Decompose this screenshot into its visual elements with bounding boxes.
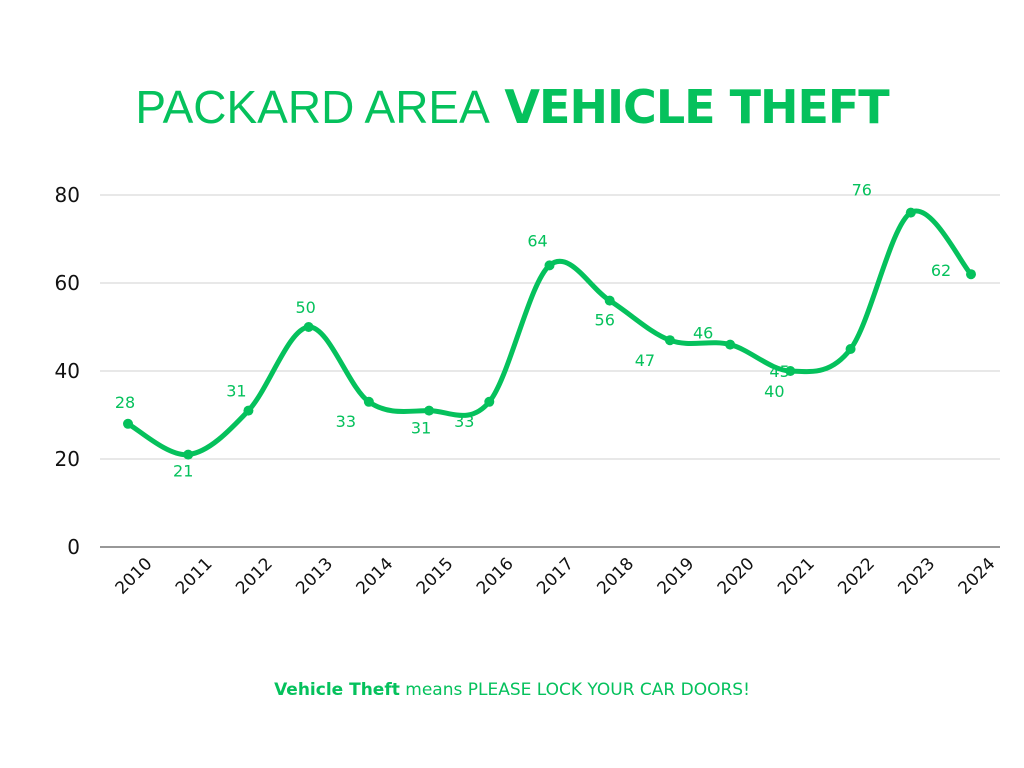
x-tick-label: 2019: [654, 554, 699, 599]
x-tick-label: 2021: [774, 554, 819, 599]
data-point: [725, 339, 736, 350]
footer-text: means PLEASE LOCK YOUR CAR DOORS!: [405, 680, 750, 700]
x-tick-label: 2013: [292, 554, 337, 599]
data-point: [484, 396, 495, 407]
data-point: [123, 418, 133, 429]
x-tick-label: 2010: [112, 554, 157, 599]
data-label: 31: [226, 382, 246, 401]
footer-note: Vehicle Theft means PLEASE LOCK YOUR CAR…: [0, 680, 1024, 700]
y-axis-ticks: 0 20 40 60 80: [55, 183, 80, 559]
data-point: [785, 366, 796, 376]
data-label: 46: [693, 324, 713, 343]
series-line: [125, 208, 974, 458]
x-axis-ticks: 2010 2011 2012 2013 2014 2015 2016 2017 2018 2019…: [112, 554, 1000, 599]
y-tick-label: 80: [55, 183, 80, 207]
data-label: 64: [527, 231, 547, 250]
data-point: [845, 344, 856, 354]
x-tick-label: 2024: [955, 554, 1000, 599]
data-points: [123, 207, 976, 460]
x-tick-label: 2015: [413, 554, 458, 599]
x-tick-label: 2012: [232, 554, 277, 599]
x-tick-label: 2017: [533, 554, 578, 599]
data-point: [544, 260, 555, 271]
data-point: [604, 295, 615, 306]
x-tick-label: 2023: [894, 554, 939, 599]
data-point: [424, 405, 435, 416]
data-point: [363, 396, 374, 407]
x-tick-label: 2022: [834, 554, 879, 599]
data-point: [966, 269, 976, 280]
data-label: 40: [764, 382, 784, 401]
x-tick-label: 2018: [593, 554, 638, 599]
data-point: [905, 207, 916, 218]
data-point: [183, 449, 194, 460]
chart-title: PACKARD AREA VEHICLE THEFT: [0, 80, 1024, 134]
data-point: [243, 405, 254, 416]
data-label: 33: [454, 412, 474, 431]
y-tick-label: 40: [55, 359, 80, 383]
x-tick-label: 2020: [714, 554, 759, 599]
data-label: 47: [635, 351, 655, 370]
data-label: 62: [931, 261, 951, 280]
y-tick-label: 60: [55, 271, 80, 295]
data-label: 21: [173, 462, 193, 481]
data-label: 33: [336, 412, 356, 431]
x-tick-label: 2011: [172, 554, 217, 599]
x-tick-label: 2014: [353, 554, 398, 599]
y-tick-label: 20: [55, 447, 80, 471]
data-label: 28: [115, 393, 135, 412]
data-point: [664, 335, 675, 346]
data-label: 50: [295, 298, 315, 317]
title-bold: VEHICLE THEFT: [504, 80, 889, 134]
data-label: 45: [769, 362, 789, 381]
data-label: 31: [411, 419, 431, 438]
title-light: PACKARD AREA: [135, 81, 490, 133]
data-label: 76: [852, 181, 872, 200]
data-label: 56: [595, 311, 615, 330]
footer-bold: Vehicle Theft: [274, 680, 400, 700]
gridlines: [100, 194, 1000, 548]
x-tick-label: 2016: [473, 554, 518, 599]
data-point: [303, 322, 314, 332]
y-tick-label: 0: [67, 535, 80, 559]
